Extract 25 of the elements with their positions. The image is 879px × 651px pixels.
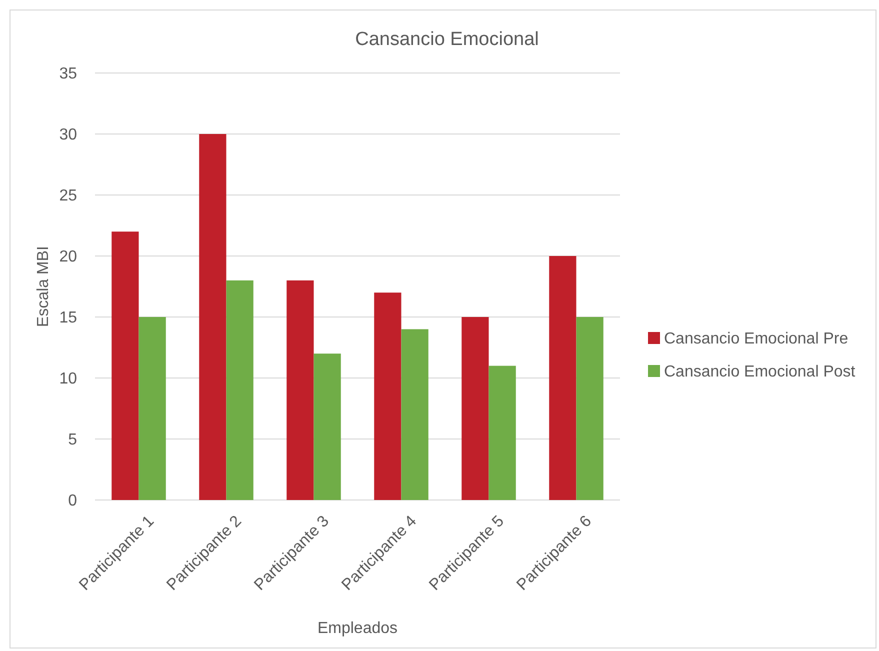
chart-title: Cansancio Emocional xyxy=(355,29,539,50)
bar xyxy=(138,317,166,500)
y-tick-label: 35 xyxy=(59,66,78,83)
bar xyxy=(374,292,402,500)
y-tick-label: 30 xyxy=(59,126,78,144)
bar xyxy=(199,134,226,500)
bar xyxy=(549,256,576,500)
y-tick-label: 15 xyxy=(59,310,78,327)
y-tick-label: 5 xyxy=(68,432,78,449)
bar xyxy=(462,317,489,500)
y-tick-label: 0 xyxy=(68,492,78,510)
legend-label: Cansancio Emocional Post xyxy=(664,364,856,381)
bar xyxy=(401,329,428,500)
legend-label: Cansancio Emocional Pre xyxy=(664,330,848,348)
bar xyxy=(226,280,254,500)
y-tick-label: 20 xyxy=(59,248,78,266)
bar xyxy=(314,354,341,500)
bar xyxy=(488,366,516,500)
y-tick-label: 25 xyxy=(59,188,78,205)
bar xyxy=(576,317,604,500)
x-axis-title: Empleados xyxy=(317,620,398,637)
bar xyxy=(286,280,314,500)
y-axis-title: Escala MBI xyxy=(35,246,52,327)
y-tick-label: 10 xyxy=(59,370,78,388)
bar xyxy=(112,232,139,500)
